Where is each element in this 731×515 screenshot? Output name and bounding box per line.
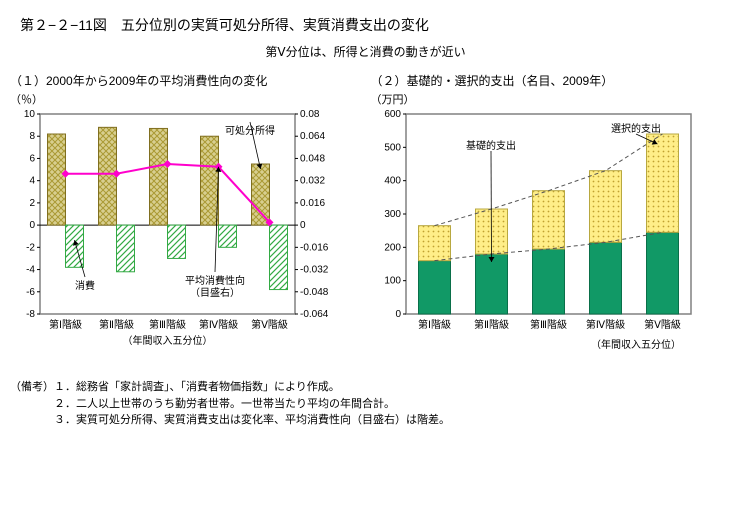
- svg-text:0.048: 0.048: [300, 153, 325, 164]
- svg-text:0.016: 0.016: [300, 198, 325, 209]
- svg-text:2: 2: [29, 198, 35, 209]
- svg-text:第Ⅱ階級: 第Ⅱ階級: [99, 318, 134, 331]
- svg-text:-0.016: -0.016: [300, 242, 329, 253]
- svg-text:0.032: 0.032: [300, 176, 325, 187]
- svg-text:0: 0: [300, 220, 306, 231]
- svg-text:-6: -6: [26, 287, 35, 298]
- svg-text:-0.064: -0.064: [300, 309, 329, 320]
- svg-text:0: 0: [29, 220, 35, 231]
- svg-text:第Ⅲ階級: 第Ⅲ階級: [149, 318, 186, 331]
- subtitle: 第Ⅴ分位は、所得と消費の動きが近い: [10, 43, 721, 60]
- svg-text:第Ⅴ階級: 第Ⅴ階級: [644, 318, 681, 331]
- svg-text:第Ⅳ階級: 第Ⅳ階級: [199, 318, 238, 331]
- svg-text:第Ⅳ階級: 第Ⅳ階級: [585, 318, 624, 331]
- notes-item-2: ２．二人以上世帯のうち勤労者世帯。一世帯当たり平均の年間合計。: [54, 396, 395, 413]
- svg-text:第Ⅰ階級: 第Ⅰ階級: [418, 318, 451, 331]
- charts-row: （１）2000年から2009年の平均消費性向の変化 （％） -8 -6 -4 -2 0 2…: [10, 72, 721, 359]
- chart1-unit-left: （％）: [10, 91, 43, 107]
- svg-text:平均消費性向: 平均消費性向: [185, 274, 245, 287]
- svg-text:500: 500: [384, 142, 401, 153]
- svg-text:（年間収入五分位）: （年間収入五分位）: [123, 334, 213, 347]
- svg-text:0.08: 0.08: [300, 109, 320, 120]
- svg-text:第Ⅲ階級: 第Ⅲ階級: [530, 318, 567, 331]
- chart1-title: （１）2000年から2009年の平均消費性向の変化: [10, 72, 361, 89]
- svg-text:基礎的支出: 基礎的支出: [466, 139, 516, 152]
- svg-text:-4: -4: [26, 265, 35, 276]
- svg-text:8: 8: [29, 131, 35, 142]
- svg-text:選択的支出: 選択的支出: [611, 122, 661, 135]
- svg-text:-0.048: -0.048: [300, 287, 329, 298]
- main-title: 第２−２−11図 五分位別の実質可処分所得、実質消費支出の変化: [20, 15, 721, 35]
- svg-text:（目盛右）: （目盛右）: [190, 286, 240, 299]
- svg-text:100: 100: [384, 276, 401, 287]
- notes-label: （備考）: [10, 379, 54, 396]
- svg-text:可処分所得: 可処分所得: [225, 124, 275, 137]
- svg-text:消費: 消費: [75, 279, 95, 292]
- svg-text:-8: -8: [26, 309, 35, 320]
- svg-text:600: 600: [384, 109, 401, 120]
- svg-text:第Ⅰ階級: 第Ⅰ階級: [49, 318, 82, 331]
- svg-text:10: 10: [24, 109, 36, 120]
- svg-text:400: 400: [384, 176, 401, 187]
- svg-text:-2: -2: [26, 242, 35, 253]
- svg-text:第Ⅱ階級: 第Ⅱ階級: [474, 318, 509, 331]
- svg-text:第Ⅴ階級: 第Ⅴ階級: [251, 318, 288, 331]
- svg-text:300: 300: [384, 209, 401, 220]
- svg-text:（年間収入五分位）: （年間収入五分位）: [591, 338, 681, 351]
- svg-text:4: 4: [29, 176, 35, 187]
- svg-text:0: 0: [395, 309, 401, 320]
- svg-text:0.064: 0.064: [300, 131, 325, 142]
- chart2-title: （２）基礎的・選択的支出（名目、2009年）: [371, 72, 722, 89]
- chart2-unit: （万円）: [371, 91, 415, 107]
- notes-item-3: ３．実質可処分所得、実質消費支出は変化率、平均消費性向（目盛右）は階差。: [54, 412, 450, 429]
- svg-text:6: 6: [29, 153, 35, 164]
- chart1-plot: -8 -6 -4 -2 0 2 4 6 8 10 -0.064 -0.048 -0.032 -0.016 0…: [10, 109, 361, 359]
- chart2-plot: 0 100 200 300 400 500 600 第Ⅰ階級 第Ⅱ階級 第Ⅲ階級 第Ⅳ階級 第Ⅴ階級 （…: [371, 109, 722, 359]
- notes-item-1: １．総務省「家計調査」、「消費者物価指数」により作成。: [54, 379, 340, 396]
- notes-block: （備考） １．総務省「家計調査」、「消費者物価指数」により作成。 ２．二人以上世…: [10, 379, 721, 429]
- chart2-block: （２）基礎的・選択的支出（名目、2009年） （万円） 0 100 200 300 40…: [371, 72, 722, 359]
- svg-text:-0.032: -0.032: [300, 265, 329, 276]
- svg-text:200: 200: [384, 242, 401, 253]
- chart1-block: （１）2000年から2009年の平均消費性向の変化 （％） -8 -6 -4 -2 0 2…: [10, 72, 361, 359]
